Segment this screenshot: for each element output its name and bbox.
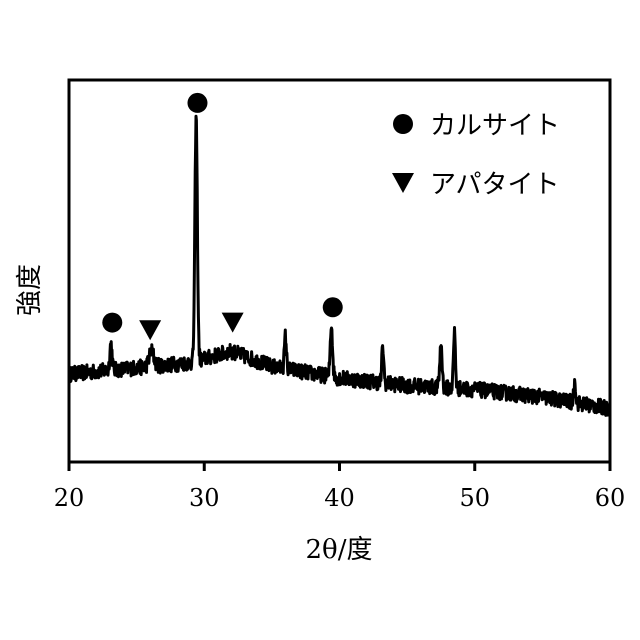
- y-axis-label: 強度: [15, 264, 45, 316]
- xrd-trace: [69, 116, 610, 415]
- phase-markers: [102, 93, 342, 340]
- xrd-trace-line: [69, 116, 610, 415]
- legend-calcite-label: カルサイト: [430, 111, 560, 141]
- legend-calcite-marker: [393, 114, 413, 134]
- x-tick-label: 60: [595, 484, 626, 512]
- legend-apatite-label: アパタイト: [430, 170, 559, 200]
- calcite-peak-marker: [323, 297, 343, 317]
- legend: カルサイト アパタイト: [392, 111, 560, 200]
- legend-apatite-marker: [392, 173, 414, 193]
- apatite-peak-marker: [222, 313, 244, 333]
- x-tick-label: 50: [459, 484, 490, 512]
- calcite-peak-marker: [187, 93, 207, 113]
- x-axis-ticks: 20 30 40 50 60: [54, 462, 626, 512]
- apatite-peak-marker: [139, 320, 161, 340]
- x-axis-label: 2θ/度: [306, 535, 373, 565]
- calcite-peak-marker: [102, 313, 122, 333]
- x-tick-label: 20: [54, 484, 85, 512]
- x-tick-label: 30: [189, 484, 220, 512]
- x-tick-label: 40: [324, 484, 355, 512]
- xrd-chart: 20 30 40 50 60 2θ/度 強度 カルサイト アパタイト: [0, 0, 640, 640]
